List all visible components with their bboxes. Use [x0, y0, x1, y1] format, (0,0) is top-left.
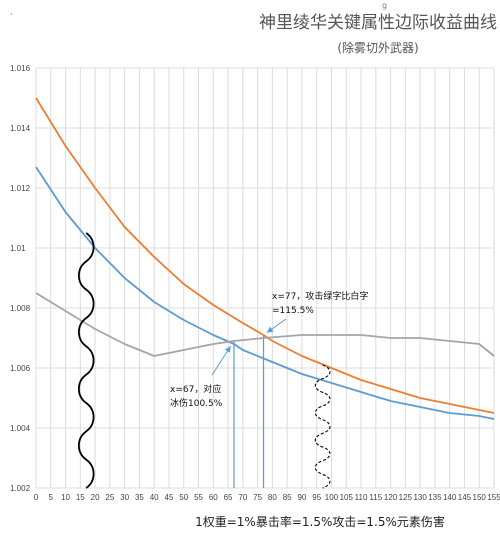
x-tick-label: 10 [61, 493, 70, 502]
tick-layer: 1.002 1.004 1.006 1.008 1.01 1.012 1.014 1.016 0… [10, 64, 500, 502]
x-tick-label: 145 [458, 493, 472, 502]
x-tick-label: 80 [268, 493, 277, 502]
x-tick-label: 135 [428, 493, 442, 502]
y-tick-label: 1.014 [10, 124, 31, 133]
stray-mark-comma: , [10, 7, 13, 16]
x-axis-label: 1权重=1%暴击率=1.5%攻击=1.5%元素伤害 [195, 514, 445, 529]
arrow-head [224, 346, 231, 353]
y-tick-label: 1.016 [10, 64, 31, 73]
x-tick-label: 90 [297, 493, 306, 502]
x-tick-label: 75 [253, 493, 262, 502]
x-tick-label: 100 [325, 493, 339, 502]
annotation-text: =115.5% [272, 306, 314, 316]
x-tick-label: 130 [413, 493, 427, 502]
x-tick-label: 150 [473, 493, 487, 502]
y-tick-label: 1.012 [10, 184, 31, 193]
y-tick-label: 1.01 [10, 244, 26, 253]
x-tick-label: 45 [165, 493, 174, 502]
chart-subtitle: (除雾切外武器) [337, 40, 418, 55]
x-tick-label: 60 [209, 493, 218, 502]
x-tick-label: 15 [76, 493, 85, 502]
x-tick-label: 125 [399, 493, 413, 502]
x-tick-label: 155 [487, 493, 500, 502]
grid-layer [35, 67, 495, 489]
x-tick-label: 25 [105, 493, 114, 502]
x-tick-label: 110 [355, 493, 368, 502]
y-tick-label: 1.008 [10, 304, 31, 313]
x-tick-label: 65 [224, 493, 233, 502]
x-tick-label: 55 [194, 493, 203, 502]
annotation-text: x=67，对应 [170, 383, 221, 395]
annotation-text: x=77，攻击绿字比白字 [272, 290, 368, 302]
y-tick-label: 1.006 [10, 364, 31, 373]
x-tick-label: 35 [135, 493, 144, 502]
annotation-text: 冰伤100.5% [170, 397, 223, 409]
y-tick-label: 1.002 [10, 484, 31, 493]
x-tick-label: 95 [312, 493, 321, 502]
x-tick-label: 30 [120, 493, 129, 502]
x-tick-label: 115 [369, 493, 382, 502]
chart-title: 神里绫华关键属性边际收益曲线 [259, 13, 497, 33]
x-tick-label: 70 [238, 493, 247, 502]
wiggle-dashed [314, 364, 331, 489]
x-tick-label: 50 [179, 493, 188, 502]
x-tick-label: 140 [443, 493, 457, 502]
x-tick-label: 0 [34, 493, 39, 502]
wiggle-solid [77, 232, 95, 489]
drop-layer [233, 335, 265, 488]
x-tick-label: 5 [49, 493, 54, 502]
stray-mark-g: g [382, 1, 387, 10]
wiggle-layer [77, 232, 331, 489]
x-tick-label: 20 [91, 493, 100, 502]
y-tick-label: 1.004 [10, 424, 31, 433]
series-line-1 [35, 166, 495, 420]
x-tick-label: 105 [340, 493, 354, 502]
x-tick-label: 85 [283, 493, 292, 502]
series-line-2 [35, 292, 495, 357]
series-layer [35, 97, 495, 420]
series-line-0 [35, 97, 495, 414]
x-tick-label: 40 [150, 493, 159, 502]
arrow-head [266, 326, 274, 333]
x-tick-label: 120 [384, 493, 398, 502]
